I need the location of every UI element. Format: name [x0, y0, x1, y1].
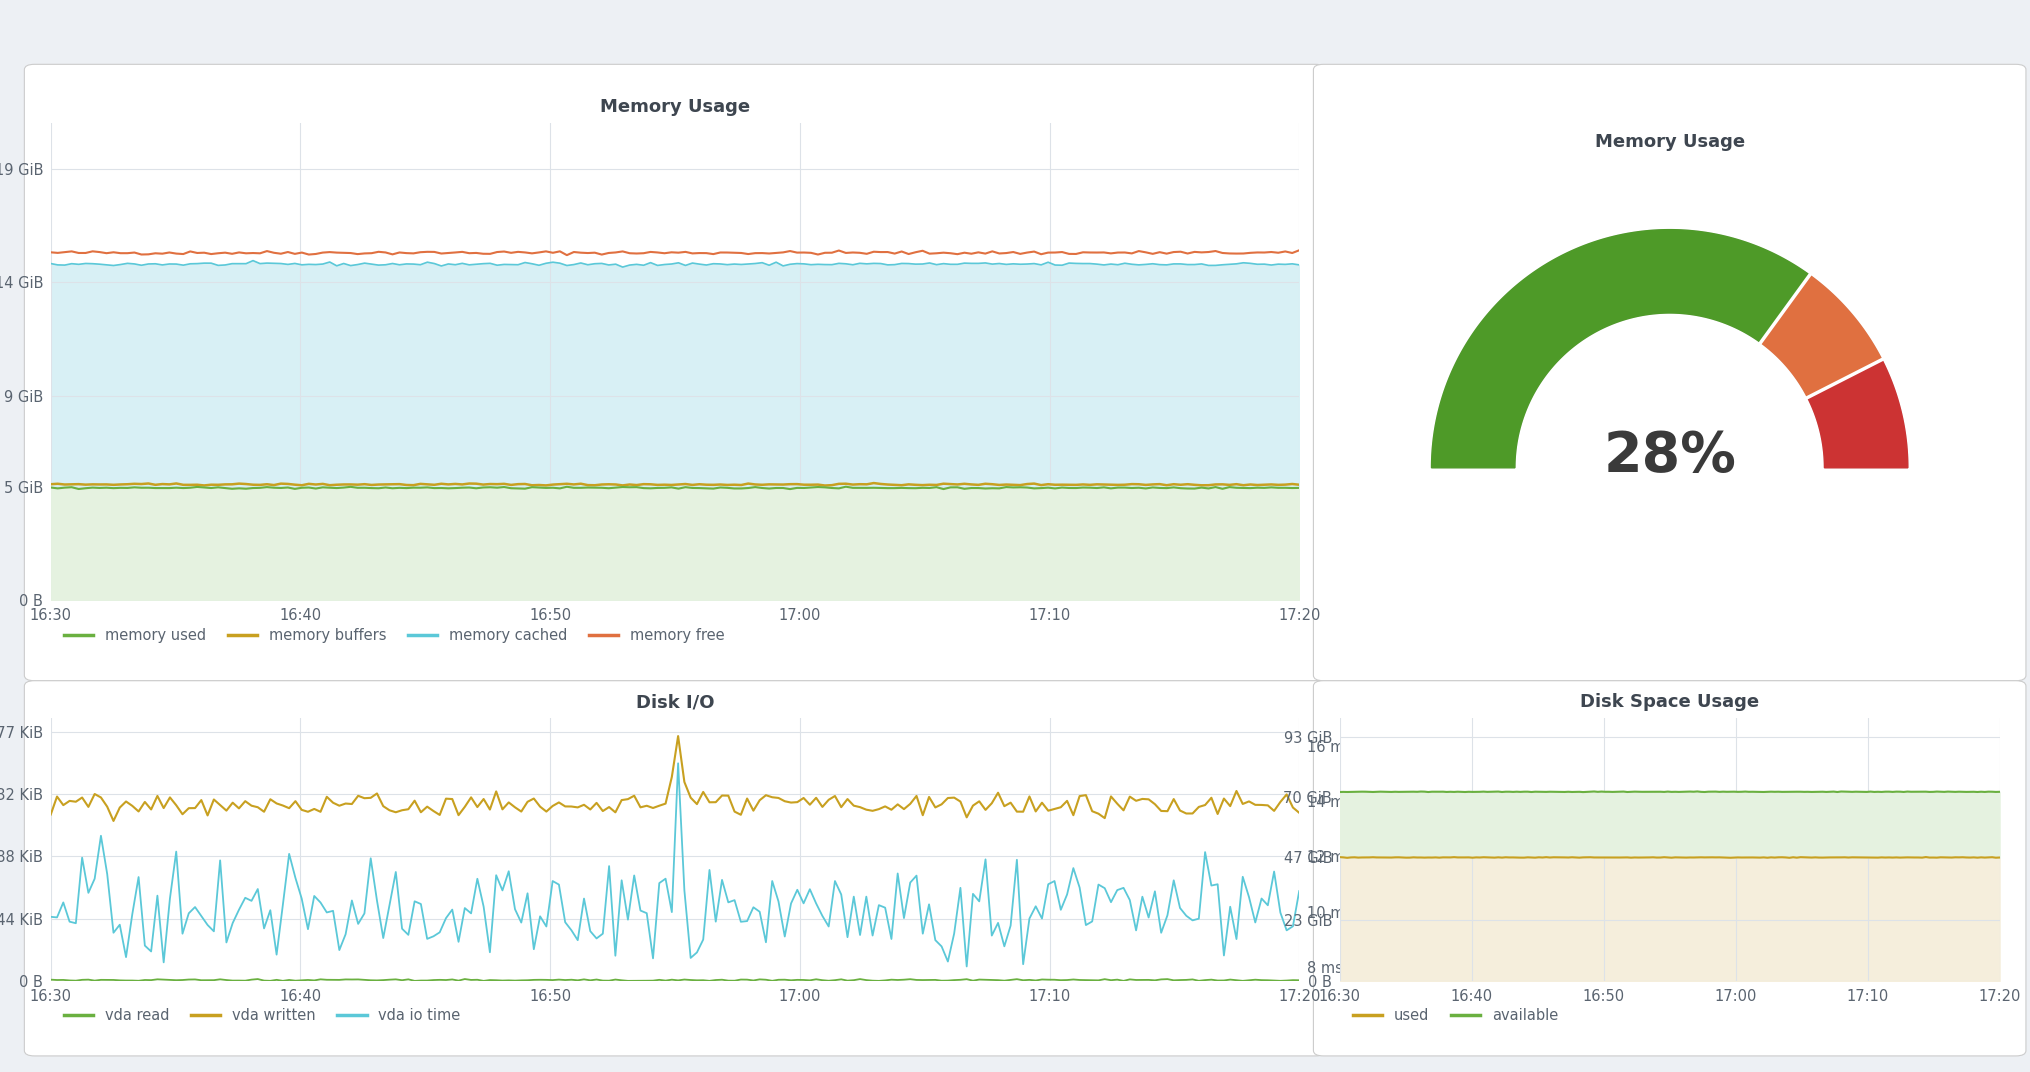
Legend: vda read, vda written, vda io time: vda read, vda written, vda io time [59, 1002, 467, 1028]
Text: 28%: 28% [1604, 429, 1736, 482]
Polygon shape [1431, 229, 1809, 467]
Polygon shape [1431, 229, 1908, 467]
Title: Memory Usage: Memory Usage [1596, 133, 1744, 151]
Polygon shape [1760, 276, 1882, 398]
Title: Disk I/O: Disk I/O [635, 694, 715, 711]
Title: Disk Space Usage: Disk Space Usage [1579, 694, 1760, 711]
Polygon shape [1807, 360, 1908, 467]
Legend: used, available: used, available [1348, 1002, 1563, 1028]
Title: Memory Usage: Memory Usage [601, 99, 749, 116]
Legend: memory used, memory buffers, memory cached, memory free: memory used, memory buffers, memory cach… [59, 622, 731, 649]
